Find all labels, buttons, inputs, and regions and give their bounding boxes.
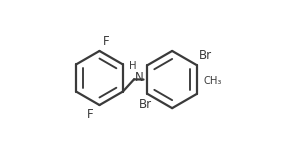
Text: Br: Br bbox=[199, 49, 212, 62]
Text: F: F bbox=[103, 35, 110, 48]
Text: Br: Br bbox=[139, 98, 153, 111]
Text: CH₃: CH₃ bbox=[203, 76, 222, 86]
Text: H: H bbox=[130, 61, 137, 71]
Text: N: N bbox=[135, 71, 143, 84]
Text: F: F bbox=[87, 108, 93, 121]
